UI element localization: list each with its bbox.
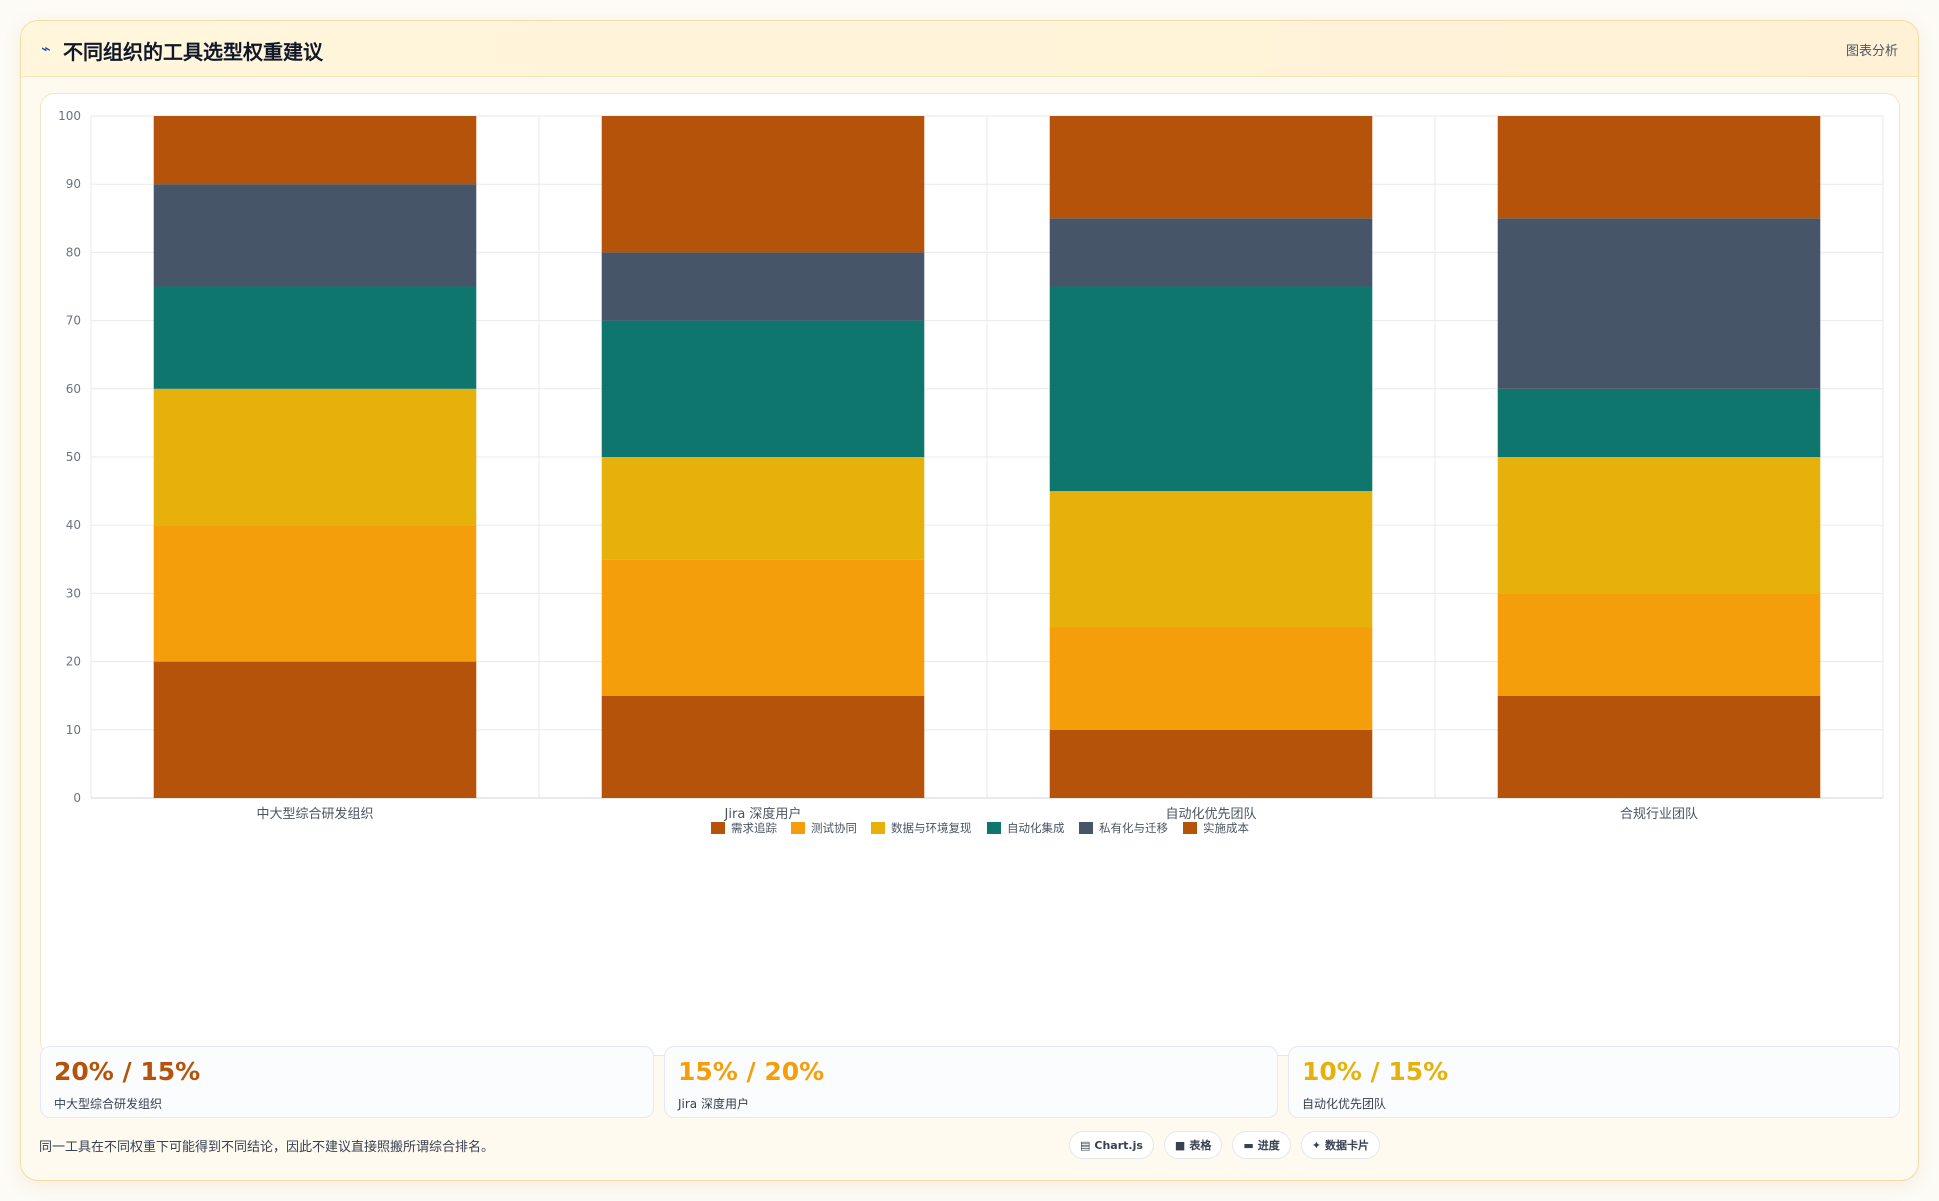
table-icon: ■ (1174, 1138, 1186, 1152)
bar-segment (1497, 116, 1821, 219)
sparkline-icon: ⌁ (41, 39, 51, 58)
x-tick-label: Jira 深度用户 (724, 806, 802, 822)
progress-icon: ▬ (1243, 1138, 1254, 1152)
legend-swatch (791, 822, 805, 834)
tag-chartjs[interactable]: ▤ Chart.js (1069, 1131, 1154, 1159)
bar-segment (601, 559, 925, 696)
stat-label: 自动化优先团队 (1302, 1097, 1387, 1111)
stat-card: 15% / 20% Jira 深度用户 (664, 1046, 1278, 1118)
legend-swatch (711, 822, 725, 834)
stat-card: 20% / 15% 中大型综合研发组织 (40, 1046, 654, 1118)
bar-segment (153, 525, 477, 662)
x-tick-label: 合规行业团队 (1620, 807, 1698, 822)
y-tick-label: 20 (66, 655, 81, 669)
x-tick-label: 自动化优先团队 (1165, 807, 1256, 822)
tag-label: 表格 (1189, 1139, 1212, 1152)
stat-value: 15% / 20% (678, 1057, 825, 1086)
y-tick-label: 100 (58, 109, 81, 123)
legend-swatch (987, 822, 1001, 834)
legend-label: 私有化与迁移 (1099, 821, 1168, 835)
y-tick-label: 50 (66, 450, 81, 464)
tag-label: 进度 (1257, 1139, 1280, 1152)
legend-swatch (1079, 822, 1093, 834)
legend-label: 测试协同 (811, 821, 857, 835)
tag-row: ▤ Chart.js ■ 表格 ▬ 进度 ✦ 数据卡片 (1069, 1131, 1380, 1159)
y-tick-label: 40 (66, 518, 81, 532)
bar-segment (1497, 388, 1821, 457)
chart-title: 不同组织的工具选型权重建议 (63, 40, 323, 64)
legend-label: 自动化集成 (1007, 821, 1065, 835)
bar-segment (1049, 218, 1373, 287)
legend-label: 数据与环境复现 (891, 821, 972, 835)
bar-segment (601, 457, 925, 560)
bar-segment (1497, 695, 1821, 798)
tag-progress[interactable]: ▬ 进度 (1232, 1131, 1291, 1159)
chart-analysis-link[interactable]: 图表分析 (1845, 44, 1898, 59)
bar-segment (153, 184, 477, 287)
bar-segment (1497, 593, 1821, 696)
tag-label: Chart.js (1094, 1138, 1143, 1152)
bar-segment (1049, 491, 1373, 628)
tag-data-card[interactable]: ✦ 数据卡片 (1300, 1131, 1380, 1159)
legend-swatch (1183, 822, 1197, 834)
legend-swatch (871, 822, 885, 834)
y-tick-label: 30 (66, 586, 81, 600)
x-tick-label: 中大型综合研发组织 (256, 806, 373, 822)
y-tick-label: 10 (66, 723, 81, 737)
stat-value: 20% / 15% (54, 1057, 201, 1086)
y-tick-label: 90 (66, 177, 81, 191)
bar-segment (1497, 218, 1821, 389)
y-tick-label: 80 (66, 245, 81, 259)
footer-note: 同一工具在不同权重下可能得到不同结论，因此不建议直接照搬所谓综合排名。 (39, 1140, 495, 1155)
bar-segment (1049, 627, 1373, 730)
y-tick-label: 0 (73, 791, 81, 805)
bar-segment (1497, 457, 1821, 594)
bar-segment (601, 695, 925, 798)
bar-segment (153, 286, 477, 389)
stat-value: 10% / 15% (1302, 1057, 1449, 1086)
y-tick-label: 70 (66, 314, 81, 328)
bar-segment (1049, 729, 1373, 798)
legend-label: 实施成本 (1203, 821, 1249, 835)
bar-segment (153, 661, 477, 798)
stat-label: Jira 深度用户 (678, 1097, 749, 1111)
y-tick-label: 60 (66, 382, 81, 396)
card-header: ⌁ 不同组织的工具选型权重建议 图表分析 (21, 21, 1918, 77)
tag-label: 数据卡片 (1324, 1139, 1369, 1152)
bar-segment (1049, 116, 1373, 219)
legend-label: 需求追踪 (731, 821, 777, 835)
bar-segment (153, 116, 477, 185)
bar-segment (601, 320, 925, 457)
bar-segment (601, 252, 925, 321)
chart-icon: ▤ (1080, 1138, 1091, 1152)
data-card-icon: ✦ (1311, 1138, 1321, 1152)
bar-segment (1049, 286, 1373, 492)
bar-segment (153, 388, 477, 526)
chart-panel: 0 10 20 30 40 50 60 70 80 90 100 中大型综合研发组织 Jira 深度用户… (40, 93, 1900, 1056)
tag-table[interactable]: ■ 表格 (1163, 1131, 1223, 1159)
stacked-bar-chart: 0 10 20 30 40 50 60 70 80 90 100 中大型综合研发组织 Jira 深度用户… (58, 109, 1884, 835)
bar-segment (601, 116, 925, 253)
stat-label: 中大型综合研发组织 (54, 1097, 163, 1111)
stat-card: 10% / 15% 自动化优先团队 (1288, 1046, 1900, 1118)
chart-card: ⌁ 不同组织的工具选型权重建议 图表分析 0 10 20 30 40 50 60 70 80 90… (20, 20, 1919, 1181)
